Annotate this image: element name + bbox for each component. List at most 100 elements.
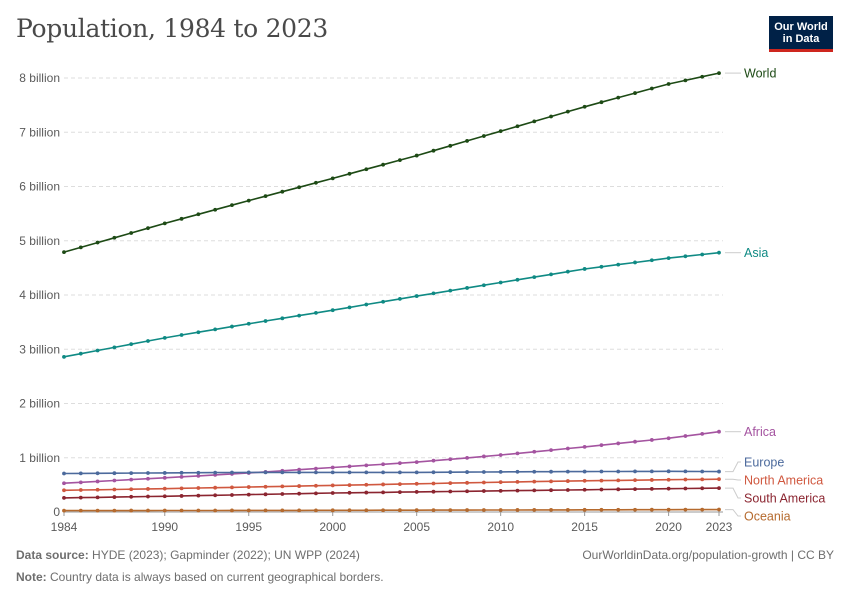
series-line-europe (63, 470, 720, 475)
data-point (633, 478, 637, 483)
data-point (263, 492, 268, 497)
data-point (397, 461, 402, 466)
data-point (666, 477, 671, 482)
data-point (498, 488, 503, 493)
data-point (717, 486, 721, 491)
data-point (599, 264, 604, 269)
data-point (162, 508, 167, 513)
data-point (196, 212, 201, 217)
data-point (633, 507, 637, 512)
y-tick-label: 3 billion (19, 342, 60, 356)
x-tick-label: 2005 (403, 520, 430, 534)
data-point (549, 507, 553, 512)
leader-line-south-america (725, 487, 741, 499)
data-point (582, 469, 587, 474)
data-point (616, 95, 621, 100)
data-point (532, 479, 537, 484)
data-point (549, 272, 553, 277)
data-point (633, 469, 637, 474)
data-point (397, 482, 402, 487)
data-point (700, 469, 705, 474)
data-point (263, 508, 268, 513)
y-tick-label: 5 billion (19, 234, 60, 248)
data-point (213, 207, 218, 212)
data-point (481, 283, 486, 288)
data-point (213, 485, 218, 490)
data-point (381, 462, 386, 467)
y-tick-label: 8 billion (19, 71, 60, 85)
data-point (95, 471, 100, 476)
logo-line-1: Our World (774, 21, 828, 33)
source-link[interactable]: OurWorldinData.org/population-growth | C… (582, 548, 834, 562)
data-point (481, 508, 486, 512)
data-point (246, 508, 251, 513)
data-point (515, 488, 520, 493)
data-point (532, 488, 537, 493)
series-label-south-america: South America (744, 492, 825, 506)
data-point (213, 327, 218, 332)
data-point (62, 250, 66, 255)
data-point (599, 443, 604, 448)
data-point (532, 275, 537, 279)
data-point (314, 466, 318, 471)
data-point (314, 483, 318, 488)
data-point (230, 508, 234, 513)
data-point (414, 153, 419, 158)
chart-note: Note: Country data is always based on cu… (16, 570, 384, 584)
data-point (448, 288, 453, 293)
data-point (196, 473, 201, 478)
data-point (599, 100, 604, 105)
x-tick-label: 1990 (151, 520, 178, 534)
data-point (347, 490, 352, 495)
data-point (162, 221, 167, 226)
data-point (616, 487, 621, 492)
data-point (297, 470, 302, 475)
data-point (78, 480, 83, 485)
data-point (565, 269, 570, 274)
data-point (666, 507, 671, 512)
data-point (230, 324, 234, 329)
owid-logo[interactable]: Our World in Data (769, 16, 833, 52)
data-point (465, 455, 469, 460)
data-point (397, 470, 402, 475)
data-point (683, 486, 688, 491)
data-point (599, 487, 604, 492)
data-point (649, 507, 654, 512)
data-point (230, 493, 234, 497)
data-point (498, 280, 503, 285)
data-point (549, 114, 553, 119)
data-point (683, 477, 688, 482)
data-point (112, 478, 117, 483)
data-point (330, 483, 335, 488)
data-point (112, 508, 117, 513)
data-point (700, 486, 705, 491)
data-point (112, 345, 117, 350)
data-point (129, 342, 134, 347)
data-point (666, 486, 671, 491)
data-point (616, 441, 621, 446)
data-point (683, 469, 688, 474)
x-tick-label: 2010 (487, 520, 514, 534)
data-point (297, 467, 302, 472)
data-point (397, 297, 402, 301)
data-point (179, 508, 184, 513)
data-point (330, 470, 335, 475)
data-point (280, 316, 285, 321)
data-point (666, 82, 671, 86)
data-point (616, 507, 621, 512)
data-point (717, 250, 721, 255)
data-point (616, 478, 621, 483)
data-point (448, 489, 453, 494)
data-point (481, 454, 486, 459)
data-point (95, 348, 100, 353)
data-point (213, 508, 218, 513)
data-point (381, 490, 386, 495)
series-label-europe: Europe (744, 456, 784, 470)
data-point (515, 451, 520, 456)
data-point (582, 478, 587, 483)
data-point (532, 449, 537, 454)
data-point (381, 482, 386, 487)
data-point (666, 256, 671, 261)
data-point (62, 481, 66, 486)
data-point (364, 508, 369, 513)
